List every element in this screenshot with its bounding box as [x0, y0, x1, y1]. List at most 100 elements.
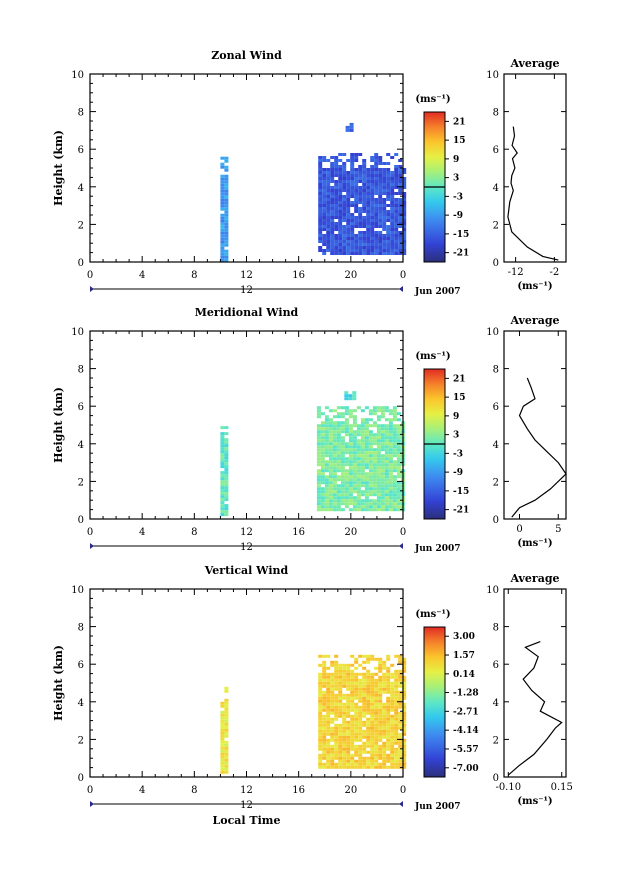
heatmap-cell	[348, 433, 353, 437]
heatmap-cell	[348, 469, 353, 473]
heatmap-cell	[328, 460, 333, 464]
heatmap-cell	[370, 183, 375, 186]
heatmap-cell	[220, 764, 225, 768]
heatmap-cell	[318, 663, 323, 667]
heatmap-cell	[402, 678, 407, 682]
heatmap-cell	[320, 439, 325, 443]
heatmap-cell	[318, 720, 323, 724]
heatmap-cell	[350, 168, 355, 171]
heatmap-cell	[362, 690, 367, 694]
heatmap-cell	[398, 198, 403, 201]
heatmap-cell	[368, 466, 373, 470]
heatmap-cell	[330, 744, 335, 748]
heatmap-cell	[386, 753, 391, 757]
heatmap-cell	[322, 699, 327, 703]
heatmap-cell	[402, 207, 407, 210]
heatmap-cell	[366, 174, 371, 177]
heatmap-cell	[352, 418, 357, 422]
heatmap-cell	[326, 186, 331, 189]
heatmap-cell	[334, 717, 339, 721]
heatmap-cell	[402, 681, 407, 685]
heatmap-cell	[390, 756, 395, 760]
heatmap-cell	[354, 252, 359, 255]
heatmap-cell	[328, 424, 333, 428]
heatmap-cell	[340, 442, 345, 446]
heatmap-cell	[350, 705, 355, 709]
heatmap-cell	[402, 192, 407, 195]
heatmap-cell	[334, 762, 339, 766]
heatmap-cell	[396, 505, 401, 509]
heatmap-cell	[382, 180, 387, 183]
heatmap-cell	[370, 723, 375, 727]
heatmap-cell	[378, 705, 383, 709]
heatmap-cell	[362, 708, 367, 712]
heatmap-cell	[220, 162, 225, 166]
heatmap-cell	[344, 463, 349, 467]
heatmap-cell	[358, 684, 363, 688]
y-tick-label: 2	[78, 477, 84, 488]
heatmap-cell	[318, 762, 323, 766]
heatmap-cell	[386, 174, 391, 177]
heatmap-cell	[350, 747, 355, 751]
heatmap-cell	[320, 490, 325, 494]
heatmap-cell	[316, 460, 321, 464]
heatmap-cell	[380, 493, 385, 497]
heatmap-cell	[374, 156, 379, 159]
heatmap-cell	[366, 750, 371, 754]
heatmap-cell	[360, 472, 365, 476]
heatmap-cell	[352, 436, 357, 440]
heatmap-cell	[316, 505, 321, 509]
heatmap-cell	[340, 478, 345, 482]
heatmap-cell	[374, 684, 379, 688]
heatmap-cell	[224, 480, 229, 484]
heatmap-cell	[338, 219, 343, 222]
heatmap-cell	[402, 732, 407, 736]
heatmap-cell	[396, 433, 401, 437]
heatmap-cell	[398, 744, 403, 748]
heatmap-cell	[366, 228, 371, 231]
heatmap-cell	[394, 183, 399, 186]
heatmap-cell	[342, 231, 347, 234]
heatmap-cell	[358, 225, 363, 228]
heatmap-cell	[388, 496, 393, 500]
heatmap-cell	[398, 660, 403, 664]
heatmap-cell	[224, 761, 229, 765]
heatmap-cell	[346, 669, 351, 673]
heatmap-cell	[316, 481, 321, 485]
heatmap-cell	[398, 225, 403, 228]
heatmap-cell	[348, 439, 353, 443]
heatmap-cell	[392, 499, 397, 503]
heatmap-cell	[402, 711, 407, 715]
heatmap-cell	[390, 759, 395, 763]
heatmap-cell	[366, 240, 371, 243]
heatmap-cell	[220, 189, 225, 193]
heatmap-cell	[338, 696, 343, 700]
heatmap-cell	[356, 406, 361, 410]
heatmap-cell	[332, 409, 337, 413]
heatmap-cell	[376, 478, 381, 482]
heatmap-cell	[376, 493, 381, 497]
heatmap-cell	[366, 669, 371, 673]
heatmap-cell	[380, 436, 385, 440]
heatmap-cell	[342, 714, 347, 718]
heatmap-cell	[362, 177, 367, 180]
heatmap-cell	[224, 222, 229, 226]
heatmap-cell	[220, 719, 225, 723]
heatmap-cell	[328, 493, 333, 497]
heatmap-cell	[370, 186, 375, 189]
heatmap-cell	[384, 472, 389, 476]
heatmap-cell	[394, 222, 399, 225]
heatmap-cell	[396, 475, 401, 479]
heatmap-cell	[388, 490, 393, 494]
heatmap-cell	[358, 654, 363, 658]
heatmap-cell	[382, 705, 387, 709]
date-marker-label: 12	[240, 285, 253, 296]
heatmap-cell	[330, 750, 335, 754]
heatmap-cell	[350, 678, 355, 682]
heatmap-cell	[346, 678, 351, 682]
heatmap-cell	[398, 180, 403, 183]
heatmap-cell	[402, 750, 407, 754]
heatmap-cell	[346, 699, 351, 703]
heatmap-cell	[224, 740, 229, 744]
heatmap-cell	[346, 183, 351, 186]
